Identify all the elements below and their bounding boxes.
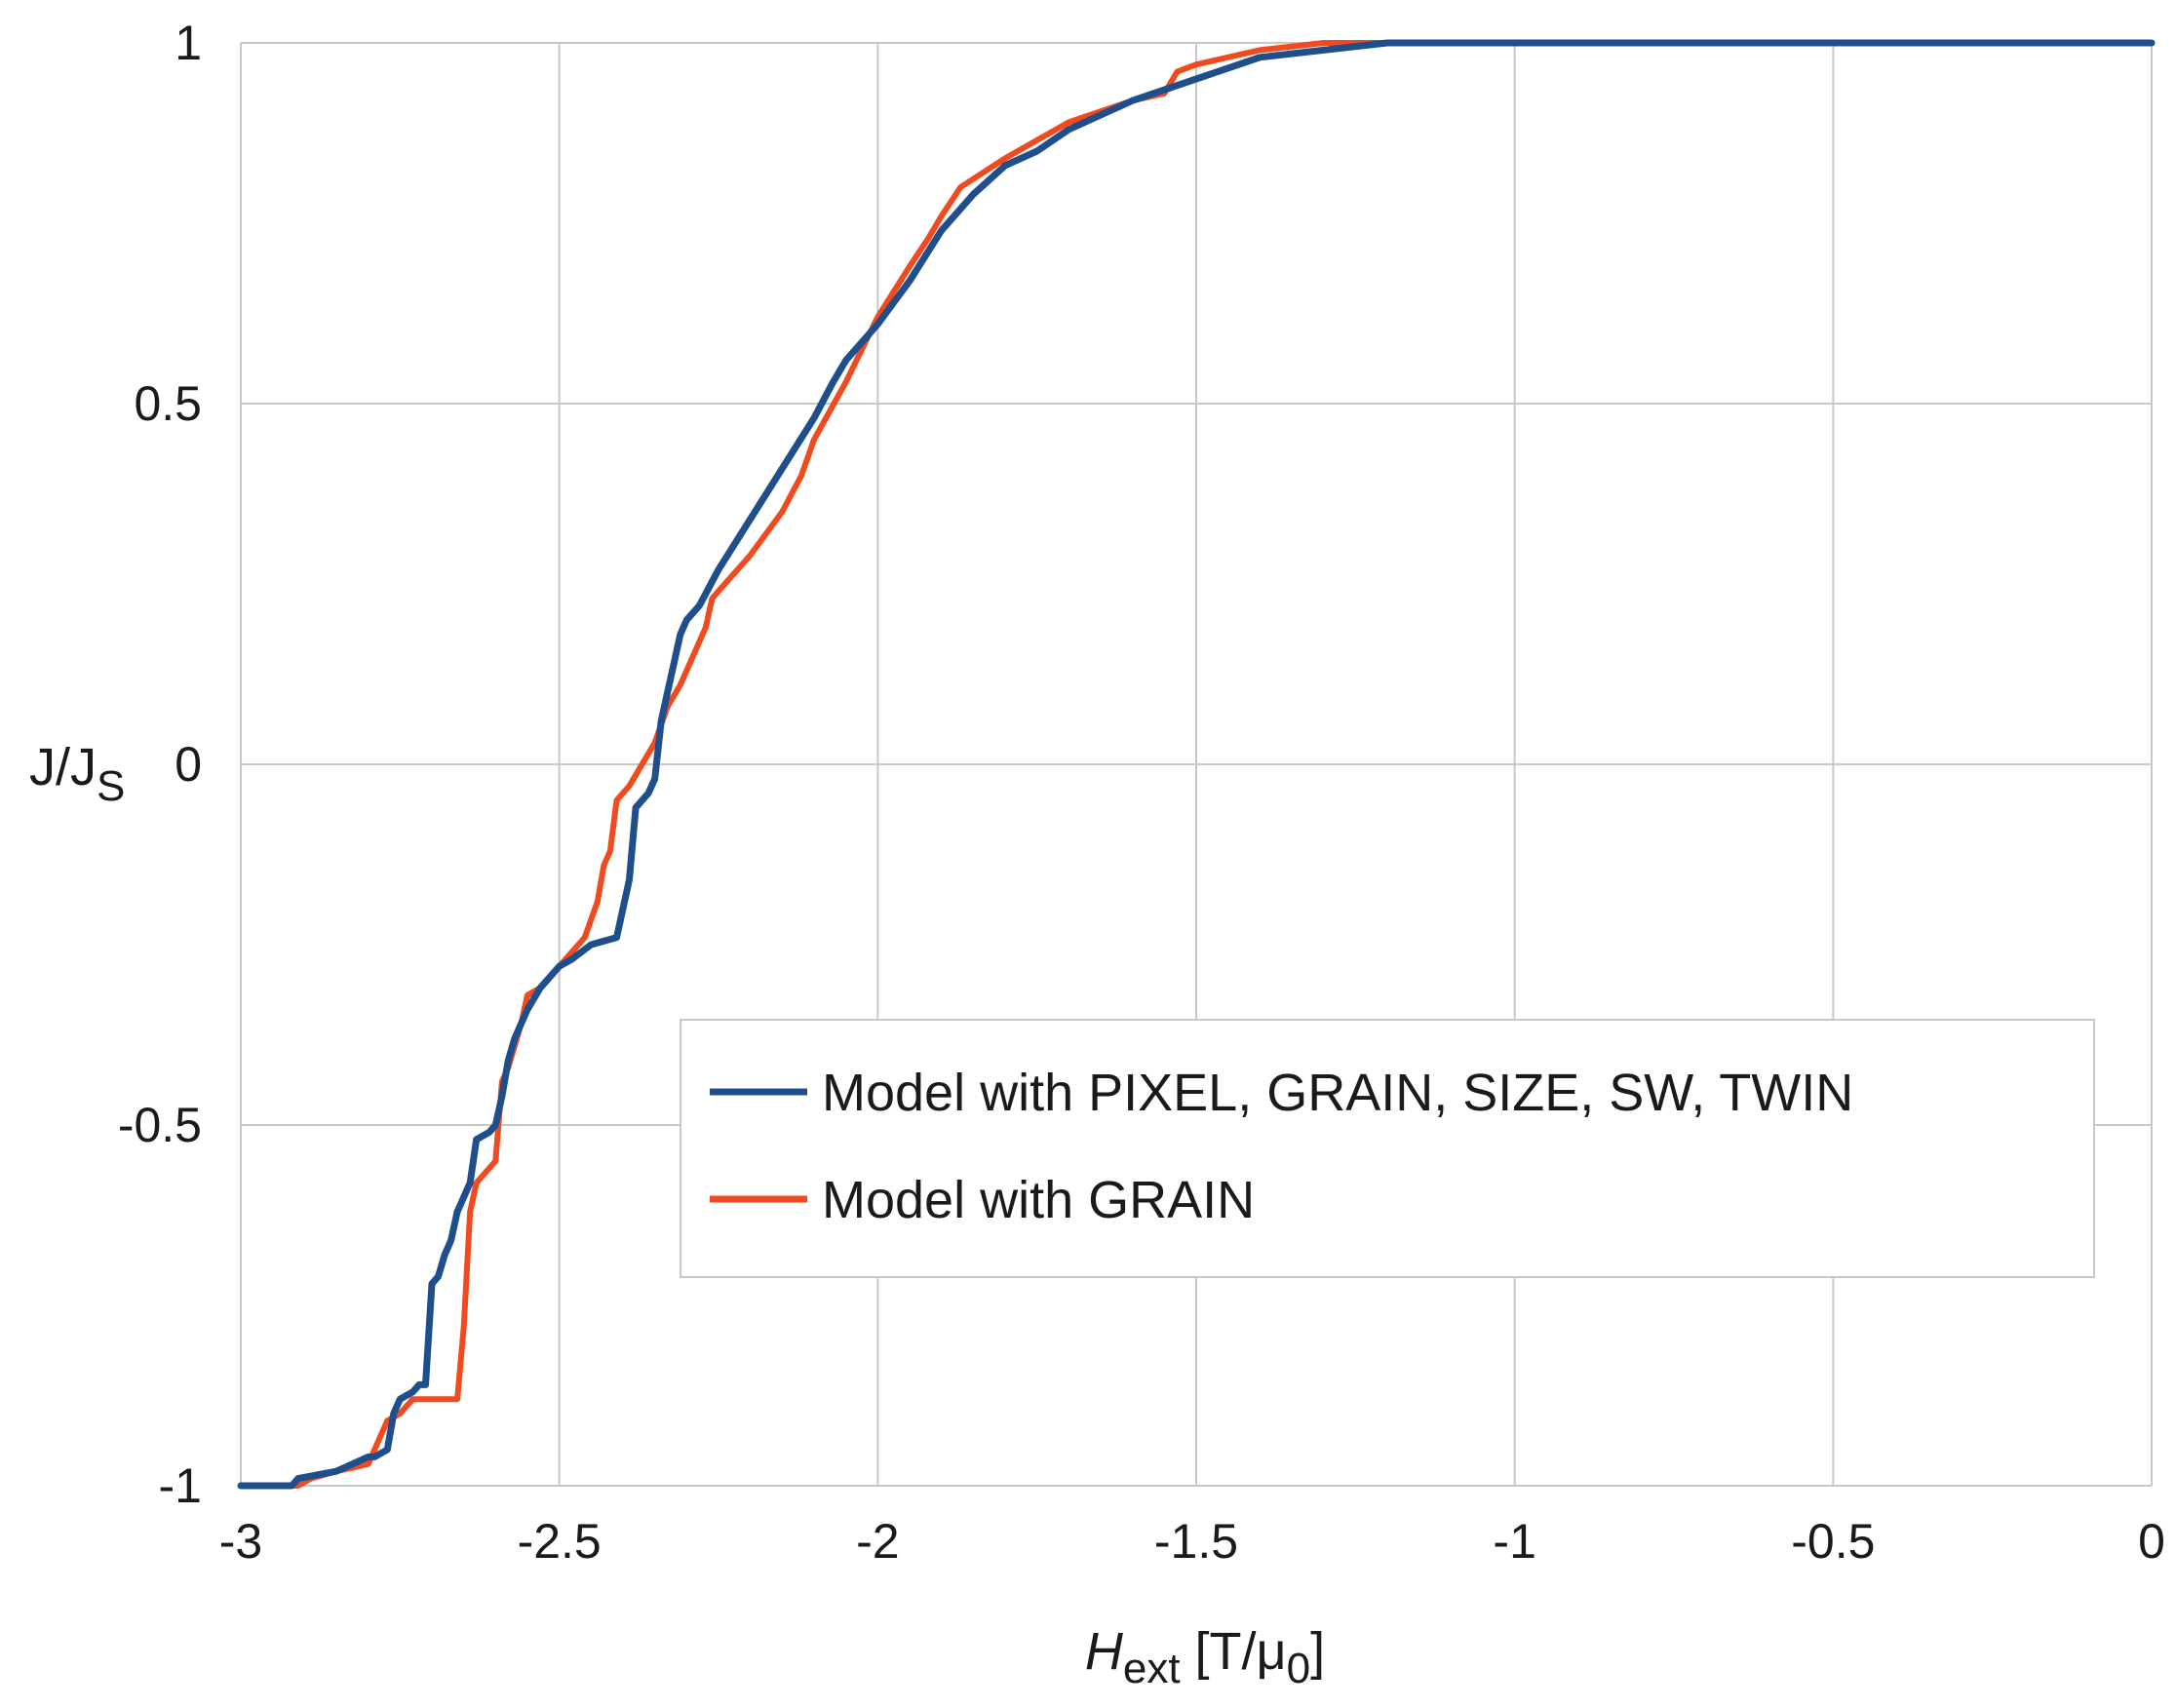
y-tick-label: 1 bbox=[175, 16, 202, 70]
y-tick-label: 0.5 bbox=[134, 376, 202, 431]
x-tick-label: -0.5 bbox=[1791, 1514, 1875, 1569]
x-tick-label: -2 bbox=[856, 1514, 899, 1569]
x-axis-label: Hext [T/μ0] bbox=[1085, 1622, 1325, 1692]
y-tick-label: -0.5 bbox=[118, 1098, 202, 1152]
x-tick-label: -3 bbox=[219, 1514, 262, 1569]
x-axis-label-sub: ext bbox=[1123, 1645, 1181, 1692]
y-tick-label: -1 bbox=[159, 1458, 202, 1513]
x-axis-label-unit-post: ] bbox=[1310, 1622, 1325, 1681]
legend-label-series-1: Model with PIXEL, GRAIN, SIZE, SW, TWIN bbox=[822, 1064, 1853, 1122]
x-axis-label-unit-sub: 0 bbox=[1287, 1645, 1310, 1692]
legend: Model with PIXEL, GRAIN, SIZE, SW, TWIN … bbox=[680, 1019, 2095, 1278]
x-tick-label: -1 bbox=[1493, 1514, 1535, 1569]
y-axis-label-sub: S bbox=[97, 762, 125, 810]
y-tick-label: 0 bbox=[175, 737, 202, 792]
series-lines bbox=[237, 39, 2156, 1490]
x-axis-label-main: H bbox=[1085, 1622, 1124, 1681]
legend-label-series-2: Model with GRAIN bbox=[822, 1171, 1255, 1229]
x-tick-label: -1.5 bbox=[1154, 1514, 1238, 1569]
series-line-pixel-grain-size-sw-twin bbox=[237, 39, 2156, 1490]
y-axis-label: J/JS bbox=[29, 738, 125, 810]
legend-box bbox=[680, 1019, 2095, 1278]
y-tick-labels: -1 -0.5 0 0.5 1 bbox=[118, 16, 202, 1513]
x-tick-labels: -3 -2.5 -2 -1.5 -1 -0.5 0 bbox=[219, 1514, 2165, 1569]
x-tick-label: 0 bbox=[2138, 1514, 2165, 1569]
x-tick-label: -2.5 bbox=[518, 1514, 602, 1569]
y-axis-label-main: J/J bbox=[29, 738, 97, 796]
x-axis-label-unit-pre: [T/μ bbox=[1181, 1622, 1287, 1681]
